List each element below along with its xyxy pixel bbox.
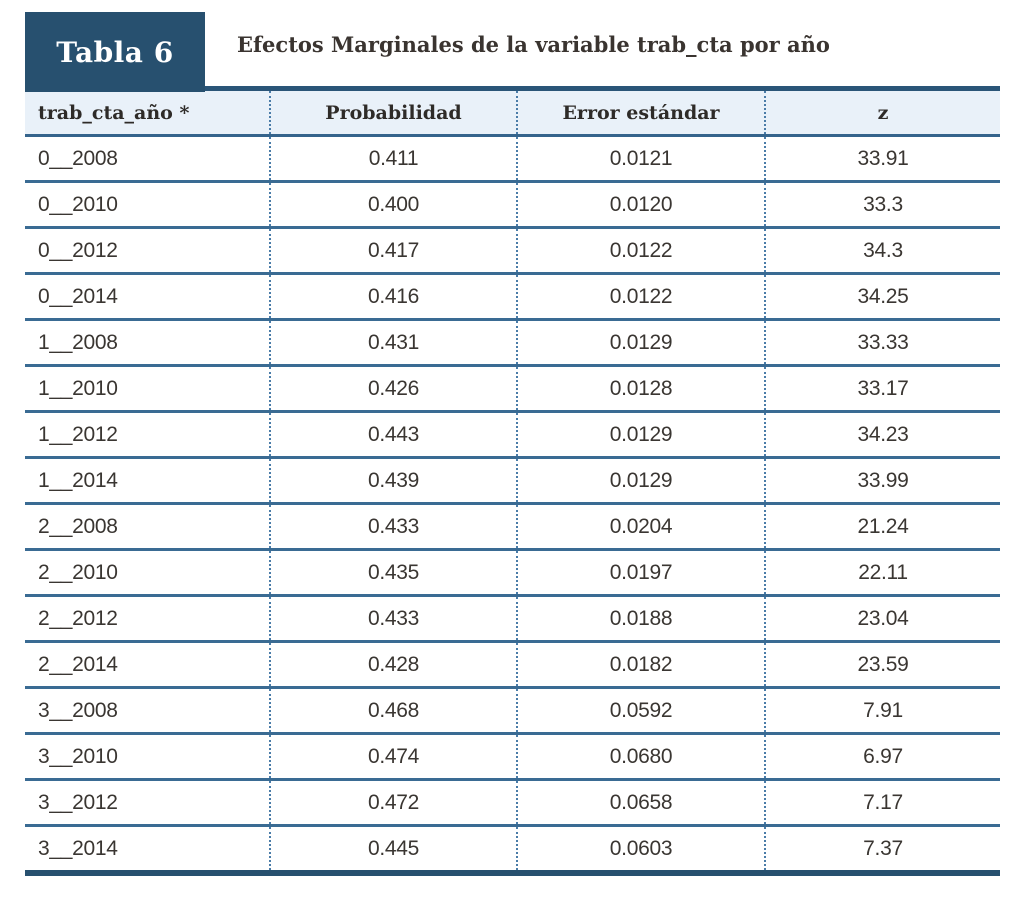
table-cell: 0.0197 xyxy=(516,549,765,597)
table-cell: 0.426 xyxy=(269,365,517,413)
table-cell: 0.0658 xyxy=(516,779,765,827)
table-cell: 0.0129 xyxy=(516,457,765,505)
table-cell: 3__2012 xyxy=(25,779,270,827)
table-cell: 0.0121 xyxy=(516,135,765,183)
column-header-z: z xyxy=(764,88,1000,137)
table-cell: 0.0592 xyxy=(516,687,765,735)
table-header: trab_cta_año * Probabilidad Error estánd… xyxy=(25,88,1000,137)
table-cell: 7.17 xyxy=(764,779,1000,827)
table-cell: 1__2012 xyxy=(25,411,270,459)
table-cell: 34.3 xyxy=(764,227,1000,275)
table-row: 0__2010 0.400 0.0120 33.3 xyxy=(25,181,1000,229)
table-cell: 2__2014 xyxy=(25,641,270,689)
table-cell: 6.97 xyxy=(764,733,1000,781)
table-cell: 0.411 xyxy=(269,135,517,183)
table-cell: 0__2012 xyxy=(25,227,270,275)
table-row: 2__2014 0.428 0.0182 23.59 xyxy=(25,641,1000,689)
table-cell: 0.416 xyxy=(269,273,517,321)
table-cell: 0.0129 xyxy=(516,319,765,367)
table-cell: 0.0204 xyxy=(516,503,765,551)
table-row: 1__2012 0.443 0.0129 34.23 xyxy=(25,411,1000,459)
column-header-probabilidad: Probabilidad xyxy=(269,88,517,137)
table-cell: 23.04 xyxy=(764,595,1000,643)
table-cell: 0.445 xyxy=(269,825,517,873)
table-body: 0__2008 0.411 0.0121 33.91 0__2010 0.400 0.012… xyxy=(25,135,1000,873)
table-cell: 33.33 xyxy=(764,319,1000,367)
table-cell: 0.474 xyxy=(269,733,517,781)
table-cell: 0.431 xyxy=(269,319,517,367)
table-cell: 21.24 xyxy=(764,503,1000,551)
table-cell: 0.433 xyxy=(269,595,517,643)
table-cell: 0.0128 xyxy=(516,365,765,413)
table-cell: 3__2010 xyxy=(25,733,270,781)
table-cell: 34.23 xyxy=(764,411,1000,459)
table-cell: 0.0122 xyxy=(516,227,765,275)
table-cell: 0.0603 xyxy=(516,825,765,873)
table-number-badge: Tabla 6 xyxy=(25,12,205,92)
table-title: Efectos Marginales de la variable trab_c… xyxy=(237,31,830,57)
table-cell: 0.0122 xyxy=(516,273,765,321)
table-cell: 0__2014 xyxy=(25,273,270,321)
table-cell: 0.400 xyxy=(269,181,517,229)
table-cell: 0.417 xyxy=(269,227,517,275)
table-cell: 1__2014 xyxy=(25,457,270,505)
table-cell: 0.0182 xyxy=(516,641,765,689)
table-cell: 7.91 xyxy=(764,687,1000,735)
table-cell: 33.17 xyxy=(764,365,1000,413)
table-cell: 0.435 xyxy=(269,549,517,597)
marginal-effects-table: trab_cta_año * Probabilidad Error estánd… xyxy=(25,86,1000,876)
table-cell: 0.439 xyxy=(269,457,517,505)
table-cell: 7.37 xyxy=(764,825,1000,873)
table-cell: 0.0188 xyxy=(516,595,765,643)
header-row: trab_cta_año * Probabilidad Error estánd… xyxy=(25,88,1000,137)
table-cell: 1__2010 xyxy=(25,365,270,413)
table-cell: 0.443 xyxy=(269,411,517,459)
table-cell: 0.0129 xyxy=(516,411,765,459)
table-cell: 34.25 xyxy=(764,273,1000,321)
table-cell: 2__2008 xyxy=(25,503,270,551)
table-row: 2__2010 0.435 0.0197 22.11 xyxy=(25,549,1000,597)
column-header-trab-cta-ano: trab_cta_año * xyxy=(25,88,270,137)
table-row: 0__2012 0.417 0.0122 34.3 xyxy=(25,227,1000,275)
table-row: 3__2014 0.445 0.0603 7.37 xyxy=(25,825,1000,873)
table-cell: 3__2014 xyxy=(25,825,270,873)
table-row: 1__2014 0.439 0.0129 33.99 xyxy=(25,457,1000,505)
table-cell: 0.468 xyxy=(269,687,517,735)
table-row: 1__2010 0.426 0.0128 33.17 xyxy=(25,365,1000,413)
table-cell: 0.472 xyxy=(269,779,517,827)
table-cell: 0__2008 xyxy=(25,135,270,183)
table-cell: 0__2010 xyxy=(25,181,270,229)
table-row: 3__2008 0.468 0.0592 7.91 xyxy=(25,687,1000,735)
table-cell: 1__2008 xyxy=(25,319,270,367)
table-cell: 22.11 xyxy=(764,549,1000,597)
table-cell: 23.59 xyxy=(764,641,1000,689)
table-number-label: Tabla 6 xyxy=(56,35,174,69)
table-row: 3__2012 0.472 0.0658 7.17 xyxy=(25,779,1000,827)
table-cell: 3__2008 xyxy=(25,687,270,735)
table-cell: 0.433 xyxy=(269,503,517,551)
table-cell: 2__2012 xyxy=(25,595,270,643)
table-cell: 0.428 xyxy=(269,641,517,689)
table-row: 2__2012 0.433 0.0188 23.04 xyxy=(25,595,1000,643)
table-row: 0__2014 0.416 0.0122 34.25 xyxy=(25,273,1000,321)
column-header-error-estandar: Error estándar xyxy=(516,88,765,137)
table-cell: 0.0120 xyxy=(516,181,765,229)
table-cell: 33.91 xyxy=(764,135,1000,183)
table-cell: 33.3 xyxy=(764,181,1000,229)
table-row: 2__2008 0.433 0.0204 21.24 xyxy=(25,503,1000,551)
table-cell: 2__2010 xyxy=(25,549,270,597)
table-cell: 0.0680 xyxy=(516,733,765,781)
table-row: 3__2010 0.474 0.0680 6.97 xyxy=(25,733,1000,781)
table-caption: Tabla 6 Efectos Marginales de la variabl… xyxy=(25,12,1000,92)
page-root: Tabla 6 Efectos Marginales de la variabl… xyxy=(25,12,1000,876)
table-row: 1__2008 0.431 0.0129 33.33 xyxy=(25,319,1000,367)
table-cell: 33.99 xyxy=(764,457,1000,505)
table-row: 0__2008 0.411 0.0121 33.91 xyxy=(25,135,1000,183)
